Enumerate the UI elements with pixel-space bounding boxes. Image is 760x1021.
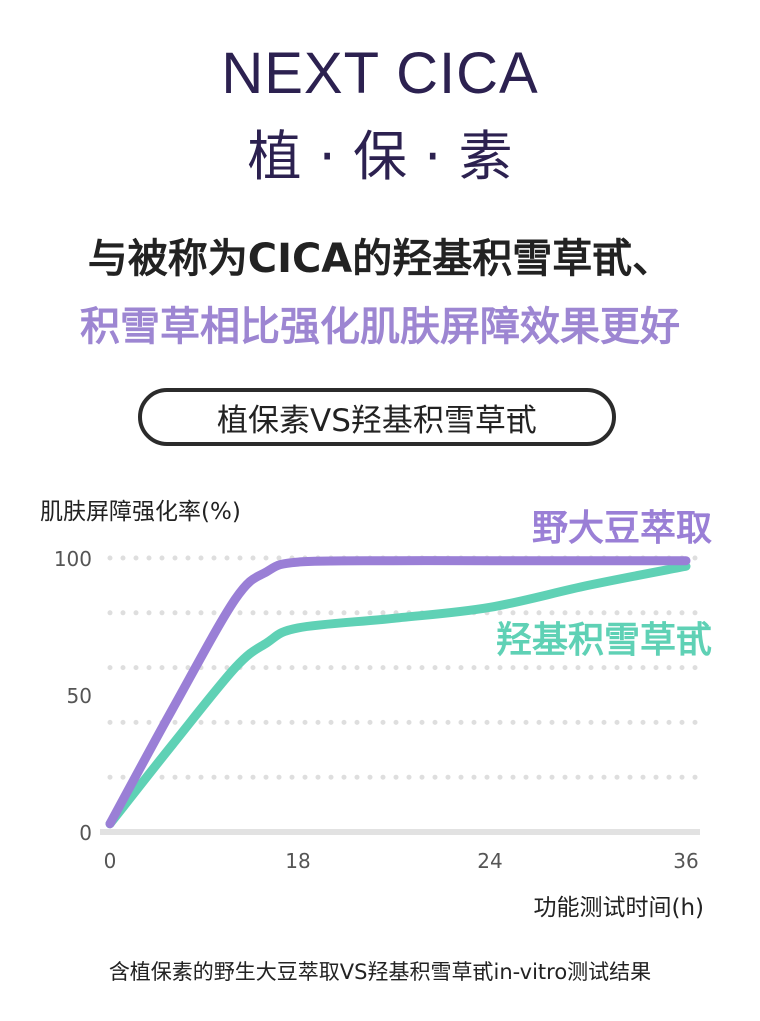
- comparison-pill: 植保素VS羟基积雪草甙: [138, 388, 616, 446]
- x-tick-label: 18: [285, 849, 310, 873]
- x-tick-label: 36: [673, 849, 698, 873]
- caption: 含植保素的野生大豆萃取VS羟基积雪草甙in-vitro测试结果: [108, 960, 652, 984]
- headline-line-1: 与被称为CICA的羟基积雪草甙、: [87, 236, 673, 282]
- series-label-soy: 野大豆萃取: [532, 508, 712, 549]
- series-label-madecassoside: 羟基积雪草甙: [496, 620, 712, 661]
- x-tick-label: 0: [104, 849, 117, 873]
- title-english: NEXT CICA: [221, 41, 539, 106]
- y-tick-label: 100: [54, 547, 92, 571]
- headline-line-2: 积雪草相比强化肌肤屏障效果更好: [80, 304, 680, 350]
- comparison-label: 植保素VS羟基积雪草甙: [217, 402, 537, 439]
- chart-y-axis-label: 肌肤屏障强化率(%): [40, 499, 241, 525]
- series-line-soy: [105, 556, 691, 829]
- y-tick-label: 50: [67, 684, 92, 708]
- title-chinese: 植 · 保 · 素: [247, 125, 513, 188]
- x-tick-label: 24: [477, 849, 502, 873]
- chart-series: [105, 556, 691, 829]
- series-line-madecassoside: [105, 561, 691, 829]
- y-tick-label: 0: [79, 821, 92, 845]
- chart-x-axis-label: 功能测试时间(h): [533, 895, 704, 921]
